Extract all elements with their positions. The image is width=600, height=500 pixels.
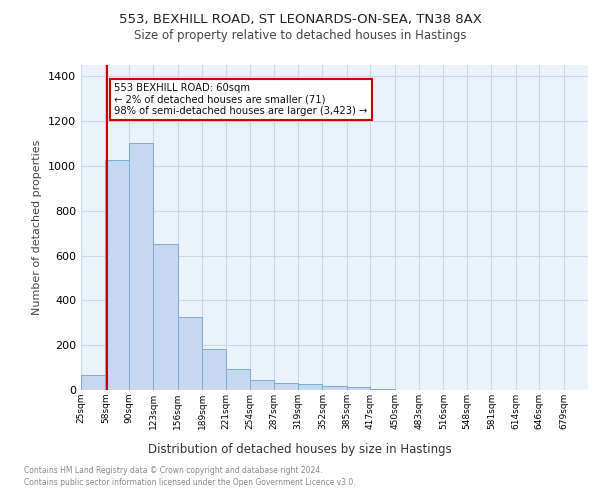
- Bar: [250, 380, 274, 390]
- Bar: [178, 317, 202, 390]
- Bar: [106, 160, 129, 390]
- Bar: [226, 368, 250, 390]
- Text: Size of property relative to detached houses in Hastings: Size of property relative to detached ho…: [134, 28, 466, 42]
- Text: 553, BEXHILL ROAD, ST LEONARDS-ON-SEA, TN38 8AX: 553, BEXHILL ROAD, ST LEONARDS-ON-SEA, T…: [119, 12, 481, 26]
- Bar: [274, 384, 298, 390]
- Bar: [322, 386, 347, 390]
- Bar: [298, 384, 322, 390]
- Bar: [347, 388, 370, 390]
- Bar: [81, 376, 106, 390]
- Bar: [202, 348, 226, 390]
- Text: Distribution of detached houses by size in Hastings: Distribution of detached houses by size …: [148, 442, 452, 456]
- Bar: [129, 144, 154, 390]
- Text: Contains HM Land Registry data © Crown copyright and database right 2024.: Contains HM Land Registry data © Crown c…: [24, 466, 323, 475]
- Y-axis label: Number of detached properties: Number of detached properties: [32, 140, 43, 315]
- Bar: [154, 244, 178, 390]
- Text: Contains public sector information licensed under the Open Government Licence v3: Contains public sector information licen…: [24, 478, 356, 487]
- Text: 553 BEXHILL ROAD: 60sqm
← 2% of detached houses are smaller (71)
98% of semi-det: 553 BEXHILL ROAD: 60sqm ← 2% of detached…: [114, 83, 368, 116]
